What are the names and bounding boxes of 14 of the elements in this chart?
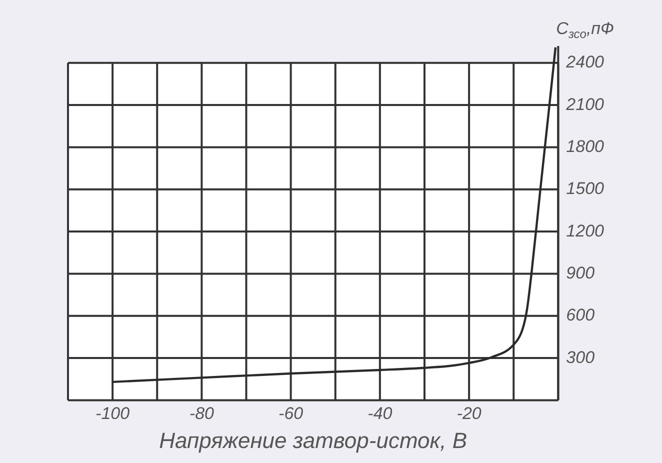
x-tick-label: -40 <box>368 404 393 424</box>
x-tick-label: -80 <box>189 404 215 424</box>
y-tick-label: 1200 <box>566 221 605 240</box>
x-axis-title: Напряжение затвор-исток, В <box>159 428 468 453</box>
y-tick-label: 900 <box>566 263 596 282</box>
y-tick-label: 2400 <box>565 52 605 72</box>
y-tick-label: 300 <box>566 348 596 367</box>
y-tick-label: 600 <box>566 306 596 325</box>
x-tick-label: -60 <box>278 404 304 424</box>
x-tick-label: -20 <box>456 404 482 424</box>
y-tick-label: 1800 <box>566 136 605 156</box>
x-tick-label: -100 <box>96 404 130 424</box>
y-tick-label: 1500 <box>566 179 605 198</box>
y-tick-label: 2100 <box>565 94 605 114</box>
